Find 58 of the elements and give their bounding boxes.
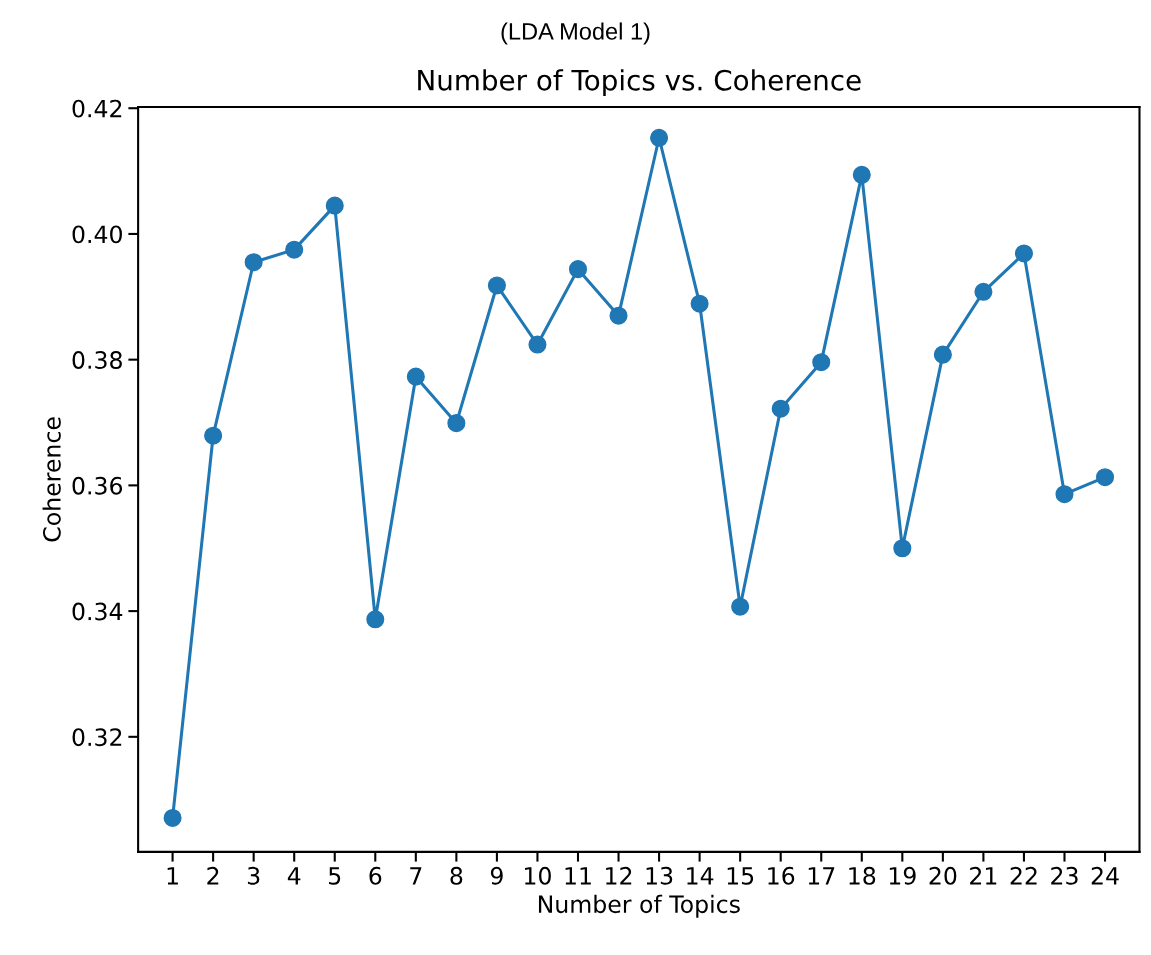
x-tick-label: 21: [970, 866, 997, 885]
x-tick-label: 14: [687, 867, 714, 885]
y-axis-title: Coherence: [42, 417, 61, 542]
x-tick-label: 24: [1091, 866, 1119, 885]
x-tick-label: 10: [525, 866, 551, 885]
point: [285, 240, 304, 259]
x-tick-label: 2: [207, 866, 219, 885]
point: [893, 539, 912, 558]
point: [528, 335, 547, 354]
y-tick-label: 0.38: [72, 351, 122, 369]
point: [366, 610, 385, 629]
point: [609, 306, 628, 325]
x-tick-label: 13: [646, 866, 673, 885]
x-tick-label: 11: [565, 867, 591, 885]
point: [731, 597, 750, 616]
x-tick-label: 1: [167, 867, 178, 885]
point: [406, 367, 425, 386]
point: [771, 399, 790, 418]
x-tick-label: 17: [808, 867, 835, 885]
chart-subtitle: (LDA Model 1): [501, 22, 650, 45]
point: [933, 345, 952, 364]
x-tick-label: 15: [727, 867, 754, 885]
x-tick-label: 9: [490, 866, 503, 885]
point: [487, 276, 506, 295]
x-tick-label: 12: [606, 866, 632, 885]
point: [690, 294, 709, 313]
y-tick-label: 0.34: [72, 602, 123, 621]
point: [974, 282, 993, 301]
x-tick-label: 4: [287, 867, 301, 885]
point: [650, 128, 669, 147]
point: [852, 165, 871, 184]
x-tick-label: 20: [929, 866, 957, 885]
point: [568, 260, 588, 279]
x-tick-label: 3: [247, 866, 260, 885]
point: [1055, 485, 1074, 504]
point: [163, 808, 182, 827]
point: [447, 414, 466, 433]
x-tick-label: 18: [849, 866, 876, 885]
x-tick-label: 23: [1051, 866, 1078, 885]
x-tick-label: 22: [1010, 866, 1037, 885]
y-tick-label: 0.40: [72, 225, 122, 244]
x-tick-label: 6: [369, 866, 382, 885]
x-tick-label: 16: [768, 866, 795, 885]
y-tick-label: 0.32: [72, 728, 122, 747]
point: [1096, 468, 1115, 487]
x-tick-label: 8: [450, 866, 463, 885]
point: [244, 253, 263, 272]
y-tick-label: 0.36: [72, 476, 123, 495]
point: [812, 353, 831, 372]
point: [204, 426, 223, 445]
x-tick-label: 7: [410, 867, 422, 885]
chart-title: Number of Topics vs. Coherence: [418, 69, 861, 97]
point: [325, 196, 344, 215]
x-tick-label: 5: [329, 867, 341, 885]
x-tick-label: 19: [889, 866, 916, 885]
point: [1014, 244, 1033, 263]
y-tick-label: 0.42: [72, 99, 122, 118]
x-axis-title: Number of Topics: [538, 894, 740, 918]
